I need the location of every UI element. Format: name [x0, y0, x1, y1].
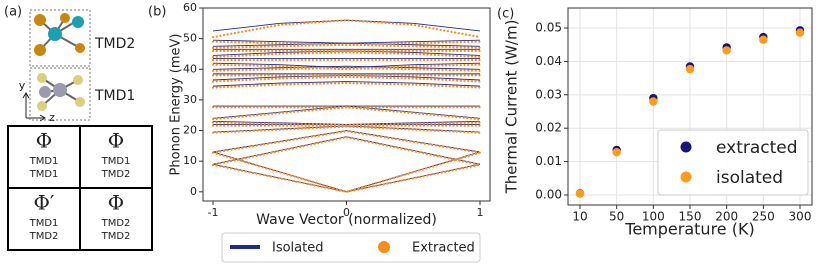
dotted-branch	[211, 75, 482, 83]
dotted-branch	[211, 63, 482, 71]
y-tick-label: 30	[183, 93, 197, 106]
x-tick-label: 300	[789, 210, 812, 224]
y-tick-label: 60	[183, 1, 197, 14]
legend-label: isolated	[716, 168, 783, 188]
matrix-symbol: Φ′	[34, 191, 55, 215]
legend-label: extracted	[716, 138, 798, 158]
x-tick-label: -1	[208, 206, 219, 219]
x-axis-label: Wave Vector (normalized)	[256, 212, 437, 228]
point	[722, 46, 731, 55]
matrix-index: TMD2	[101, 231, 131, 242]
point	[685, 64, 695, 74]
point	[759, 35, 768, 44]
y-tick-label: 0	[190, 185, 197, 198]
x-tick-label: 1	[476, 206, 483, 219]
layer-label: TMD2	[94, 36, 135, 52]
axes-arrows	[22, 92, 46, 122]
matrix-symbol: Φ	[108, 129, 124, 153]
y-tick-label: 50	[183, 32, 197, 45]
branch	[213, 65, 480, 70]
legend-marker	[680, 141, 692, 153]
matrix-index: TMD1	[29, 218, 59, 229]
branch	[212, 130, 481, 153]
y-tick-label: 20	[183, 124, 197, 137]
branch	[212, 81, 481, 87]
point	[575, 189, 585, 198]
x-tick-label: 0	[343, 206, 350, 219]
y-axis-label: Thermal Current (W/m)	[503, 20, 521, 195]
molecule	[22, 9, 91, 122]
branch	[212, 136, 481, 165]
matrix-index: TMD2	[29, 231, 59, 242]
legend-box	[221, 232, 481, 263]
legend-marker	[680, 171, 692, 183]
dotted-branch	[211, 130, 482, 154]
axis-label: z	[49, 111, 55, 124]
point	[649, 97, 658, 106]
branch	[213, 39, 480, 44]
point	[612, 148, 621, 157]
y-tick-label: 10	[183, 154, 197, 167]
panel-label: (b)	[148, 5, 166, 20]
atoms	[34, 13, 85, 111]
y-tick-label: 0.03	[535, 87, 562, 101]
matrix-index: TMD2	[101, 169, 131, 180]
x-tick-label: 50	[609, 210, 624, 224]
y-axis-label: Phonon Energy (meV)	[169, 34, 184, 176]
dotted-branch	[211, 66, 482, 72]
dotted-branch	[211, 106, 482, 121]
y-tick-label: 0.04	[535, 54, 562, 68]
y-tick-label: 0.05	[535, 21, 562, 35]
matrix-index: TMD1	[29, 169, 59, 180]
dotted-branch	[211, 40, 482, 46]
panel-label: (a)	[4, 5, 22, 20]
point	[795, 28, 805, 37]
x-tick-label: 100	[642, 210, 665, 224]
legend-label: Extracted	[412, 241, 475, 256]
tmd1-box	[29, 67, 91, 121]
layer-label: TMD1	[94, 88, 135, 104]
plot-frame	[567, 7, 813, 206]
dotted-branch	[211, 121, 482, 127]
matrix-index: TMD1	[101, 156, 131, 167]
dotted-branch	[211, 136, 482, 166]
legend-label: Isolated	[272, 241, 324, 256]
plot-frame	[202, 7, 491, 202]
y-tick-label: 0.02	[535, 121, 562, 135]
axis-label: y	[19, 79, 26, 92]
dotted-branch	[211, 163, 482, 193]
x-axis-label: Temperature (K)	[624, 220, 754, 239]
dotted-branch	[211, 19, 482, 39]
dotted-branch	[211, 125, 482, 134]
dotted-branch	[211, 51, 482, 59]
x-tick-label: 200	[715, 210, 738, 224]
y-tick-label: 0.01	[535, 154, 562, 168]
legend-box	[657, 129, 809, 196]
y-tick-label: 40	[183, 62, 197, 75]
matrix-index: TMD2	[101, 218, 131, 229]
branch	[212, 19, 481, 32]
matrix-symbol: Φ	[108, 191, 124, 215]
tmd2-box	[29, 9, 91, 67]
panel-label: (c)	[497, 7, 514, 22]
matrix-index: TMD1	[29, 156, 59, 167]
x-tick-label: 10	[572, 210, 587, 224]
matrix-symbol: Φ	[36, 129, 52, 153]
legend-marker	[378, 241, 390, 253]
y-tick-label: 0.00	[535, 187, 562, 201]
x-tick-label: 150	[679, 210, 702, 224]
dotted-branch	[211, 81, 482, 89]
matrix	[7, 125, 153, 251]
branch	[212, 163, 481, 193]
x-tick-label: 250	[752, 210, 775, 224]
